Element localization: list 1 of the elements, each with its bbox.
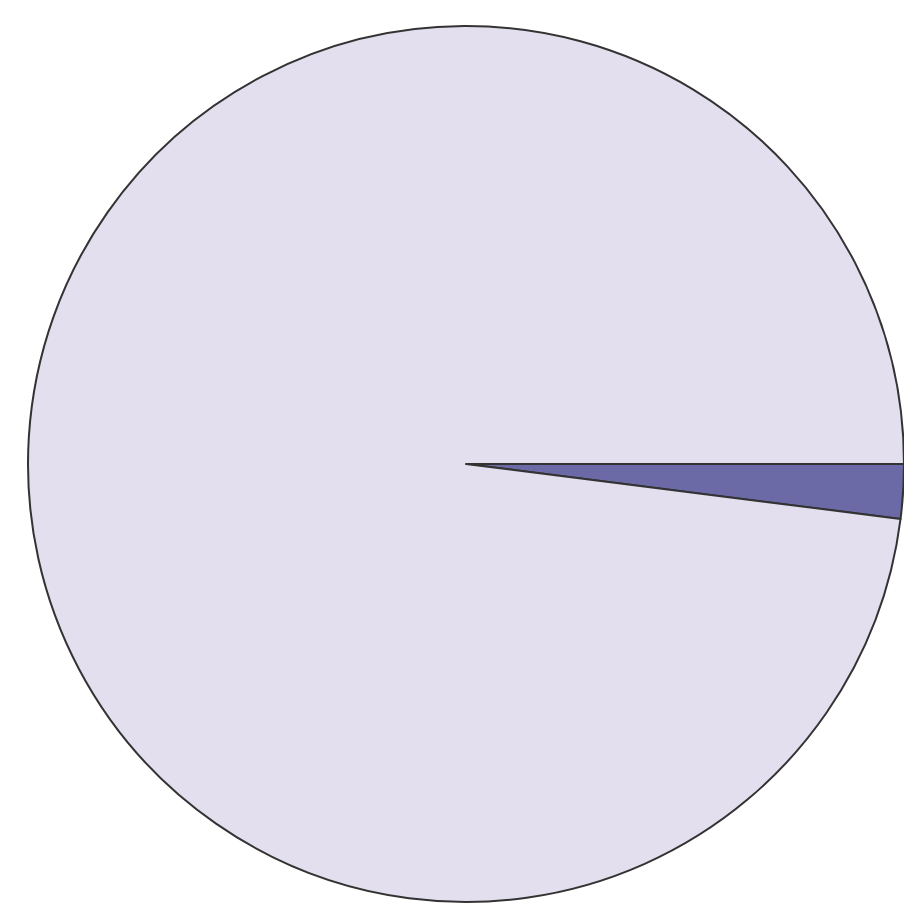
pie-slice: [27, 25, 904, 903]
